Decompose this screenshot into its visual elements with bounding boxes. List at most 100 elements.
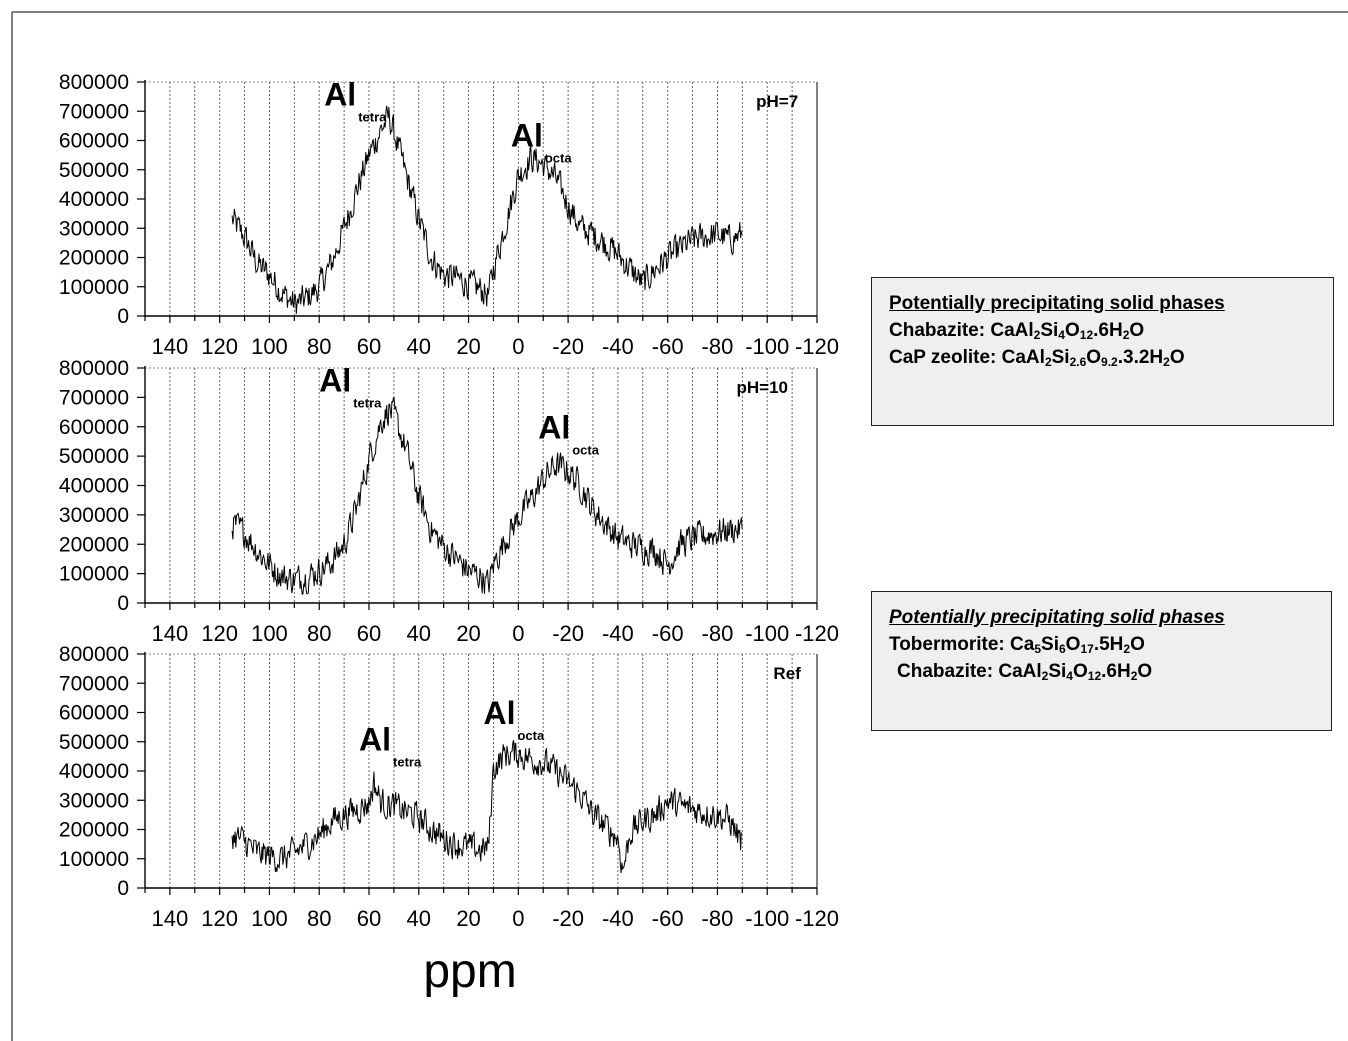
y-tick-label: 700000	[59, 100, 129, 123]
phase-formula: CaAl2Si4O12.6H2O	[998, 661, 1152, 682]
y-tick-label: 400000	[59, 188, 129, 211]
phases-box-header: Potentially precipitating solid phases	[889, 607, 1225, 628]
phase-label: CaP zeolite:	[889, 347, 997, 368]
y-tick-label: 600000	[59, 416, 129, 439]
x-tick-label: 0	[512, 334, 524, 359]
x-tick-label: 120	[201, 906, 238, 931]
x-tick-label: -20	[552, 334, 584, 359]
peak-label: Al	[511, 117, 543, 153]
formula-subscript: 17	[1080, 642, 1094, 656]
formula-subscript: 6	[1058, 642, 1066, 656]
x-tick-label: 60	[357, 334, 381, 359]
x-tick-label: 80	[307, 334, 331, 359]
chart-panel-2: 8000007000006000005000004000003000002000…	[59, 357, 839, 646]
y-tick-label: 100000	[59, 276, 129, 299]
x-tick-label: 20	[456, 621, 480, 646]
x-tick-label: 100	[251, 906, 288, 931]
x-tick-label: -40	[602, 334, 634, 359]
formula-text: O	[1065, 634, 1081, 655]
formula-subscript: 2	[1033, 328, 1041, 342]
x-tick-label: 60	[357, 621, 381, 646]
x-axis-title: ppm	[423, 945, 516, 998]
formula-text: O	[1086, 347, 1102, 368]
y-tick-label: 0	[117, 592, 129, 615]
peak-label: Al	[319, 363, 351, 399]
formula-text: O	[1129, 320, 1145, 341]
y-tick-label: 700000	[59, 386, 129, 409]
x-tick-label: 60	[357, 906, 381, 931]
y-tick-label: 100000	[59, 848, 129, 871]
peak-label-subscript: tetra	[393, 755, 422, 770]
formula-subscript: 2	[1122, 328, 1130, 342]
x-tick-label: -100	[745, 334, 789, 359]
x-tick-label: 40	[407, 621, 431, 646]
peak-label-subscript: octa	[517, 728, 545, 743]
x-tick-label: 100	[251, 621, 288, 646]
phase-line-tobermorite: Tobermorite: Ca5Si6O17.5H2O	[889, 631, 1317, 658]
formula-subscript: 12	[1087, 669, 1102, 683]
x-tick-label: 0	[512, 906, 524, 931]
x-tick-label: 140	[152, 334, 189, 359]
chart-panel-3: 8000007000006000005000004000003000002000…	[59, 643, 839, 931]
formula-text: O	[1169, 347, 1185, 368]
spectrum-line	[231, 397, 743, 596]
formula-text: O	[1064, 320, 1080, 341]
x-tick-label: 140	[152, 621, 189, 646]
x-tick-label: 120	[201, 621, 238, 646]
y-tick-label: 400000	[59, 475, 129, 498]
x-tick-label: -100	[745, 621, 789, 646]
peak-label-subscript: tetra	[353, 396, 382, 411]
y-tick-label: 0	[117, 305, 129, 328]
x-tick-label: 40	[407, 334, 431, 359]
x-tick-label: -100	[745, 906, 789, 931]
formula-subscript: 4	[1058, 328, 1065, 342]
x-tick-label: -120	[795, 621, 839, 646]
y-tick-label: 0	[117, 877, 129, 900]
spectrum-line	[231, 739, 743, 873]
x-tick-label: 20	[456, 906, 480, 931]
formula-text: .5H	[1093, 634, 1124, 655]
formula-subscript: 2	[1044, 355, 1052, 369]
y-tick-label: 100000	[59, 563, 129, 586]
x-tick-label: -120	[795, 906, 839, 931]
y-tick-label: 500000	[59, 445, 129, 468]
x-tick-label: 0	[512, 621, 524, 646]
y-tick-label: 300000	[59, 504, 129, 527]
y-tick-label: 300000	[59, 217, 129, 240]
phases-box-ph: Potentially precipitating solid phases C…	[871, 277, 1334, 426]
x-tick-label: -20	[552, 621, 584, 646]
phase-formula: Ca5Si6O17.5H2O	[1010, 634, 1145, 655]
peak-label: Al	[483, 695, 515, 731]
y-tick-label: 800000	[59, 71, 129, 94]
y-tick-label: 500000	[59, 159, 129, 182]
phase-label: Tobermorite:	[889, 634, 1005, 655]
y-tick-label: 200000	[59, 819, 129, 842]
x-tick-label: 40	[407, 906, 431, 931]
formula-text: .3.2H	[1117, 347, 1164, 368]
x-tick-label: -120	[795, 334, 839, 359]
chart-panel-1: 8000007000006000005000004000003000002000…	[59, 71, 839, 359]
formula-subscript: 9.2	[1101, 355, 1118, 369]
y-tick-label: 600000	[59, 130, 129, 153]
formula-text: O	[1130, 634, 1145, 655]
formula-text: Ca	[1010, 634, 1035, 655]
peak-label-subscript: tetra	[358, 109, 387, 124]
formula-text: O	[1137, 661, 1153, 682]
formula-text: O	[1072, 661, 1088, 682]
y-tick-label: 500000	[59, 731, 129, 754]
formula-text: Si	[1051, 347, 1070, 368]
peak-label-subscript: octa	[545, 150, 573, 165]
formula-text: CaAl	[1001, 347, 1045, 368]
x-tick-label: -60	[652, 621, 684, 646]
formula-subscript: 2.6	[1069, 355, 1087, 369]
y-tick-label: 700000	[59, 672, 129, 695]
x-tick-label: 140	[152, 906, 189, 931]
x-tick-label: 100	[251, 334, 288, 359]
x-tick-label: -20	[552, 906, 584, 931]
phases-box-header: Potentially precipitating solid phases	[889, 293, 1225, 314]
x-tick-label: -80	[702, 621, 734, 646]
formula-subscript: 4	[1066, 669, 1073, 683]
phase-line-chabazite: Chabazite: CaAl2Si4O12.6H2O	[889, 658, 1317, 685]
x-tick-label: -60	[652, 906, 684, 931]
